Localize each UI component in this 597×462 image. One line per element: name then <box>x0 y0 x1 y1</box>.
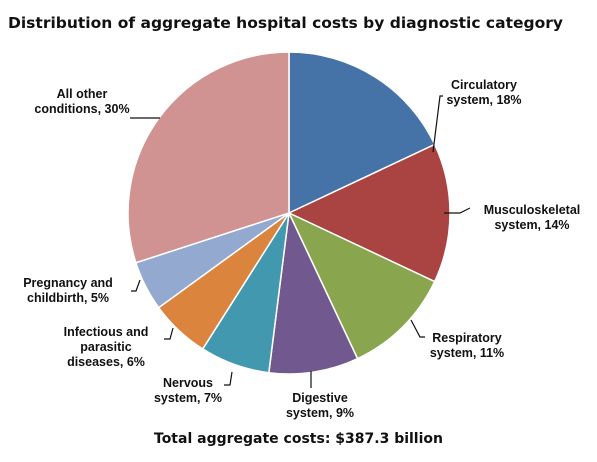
pie-slice <box>287 211 436 360</box>
slice-label: All other conditions, 30% <box>34 87 129 116</box>
leader-line <box>224 371 233 386</box>
slice-labels: Circulatory system, 18% Musculoskeletal sys… <box>23 78 580 420</box>
leader-line <box>444 207 471 214</box>
pie-slices <box>127 51 451 375</box>
leader-line <box>410 319 425 338</box>
leader-lines <box>130 95 471 388</box>
chart-title: Distribution of aggregate hospital costs… <box>8 14 563 32</box>
leader-line <box>432 95 443 153</box>
chart-footer: Total aggregate costs: $387.3 billion <box>154 431 443 447</box>
leader-line <box>131 279 141 292</box>
slice-label: Circulatory system, 18% <box>446 78 521 107</box>
slice-label: Respiratory system, 11% <box>430 331 504 360</box>
slice-label: Pregnancy and childbirth, 5% <box>23 276 113 305</box>
leader-line <box>164 327 174 340</box>
pie-slice <box>288 51 436 215</box>
slice-label: Nervous system, 7% <box>154 376 222 405</box>
slice-label: Infectious and parasitic diseases, 6% <box>64 325 149 369</box>
pie-slice <box>267 210 359 375</box>
slice-label: Musculoskeletal system, 14% <box>484 203 581 232</box>
slice-label: Digestive system, 9% <box>286 391 354 420</box>
